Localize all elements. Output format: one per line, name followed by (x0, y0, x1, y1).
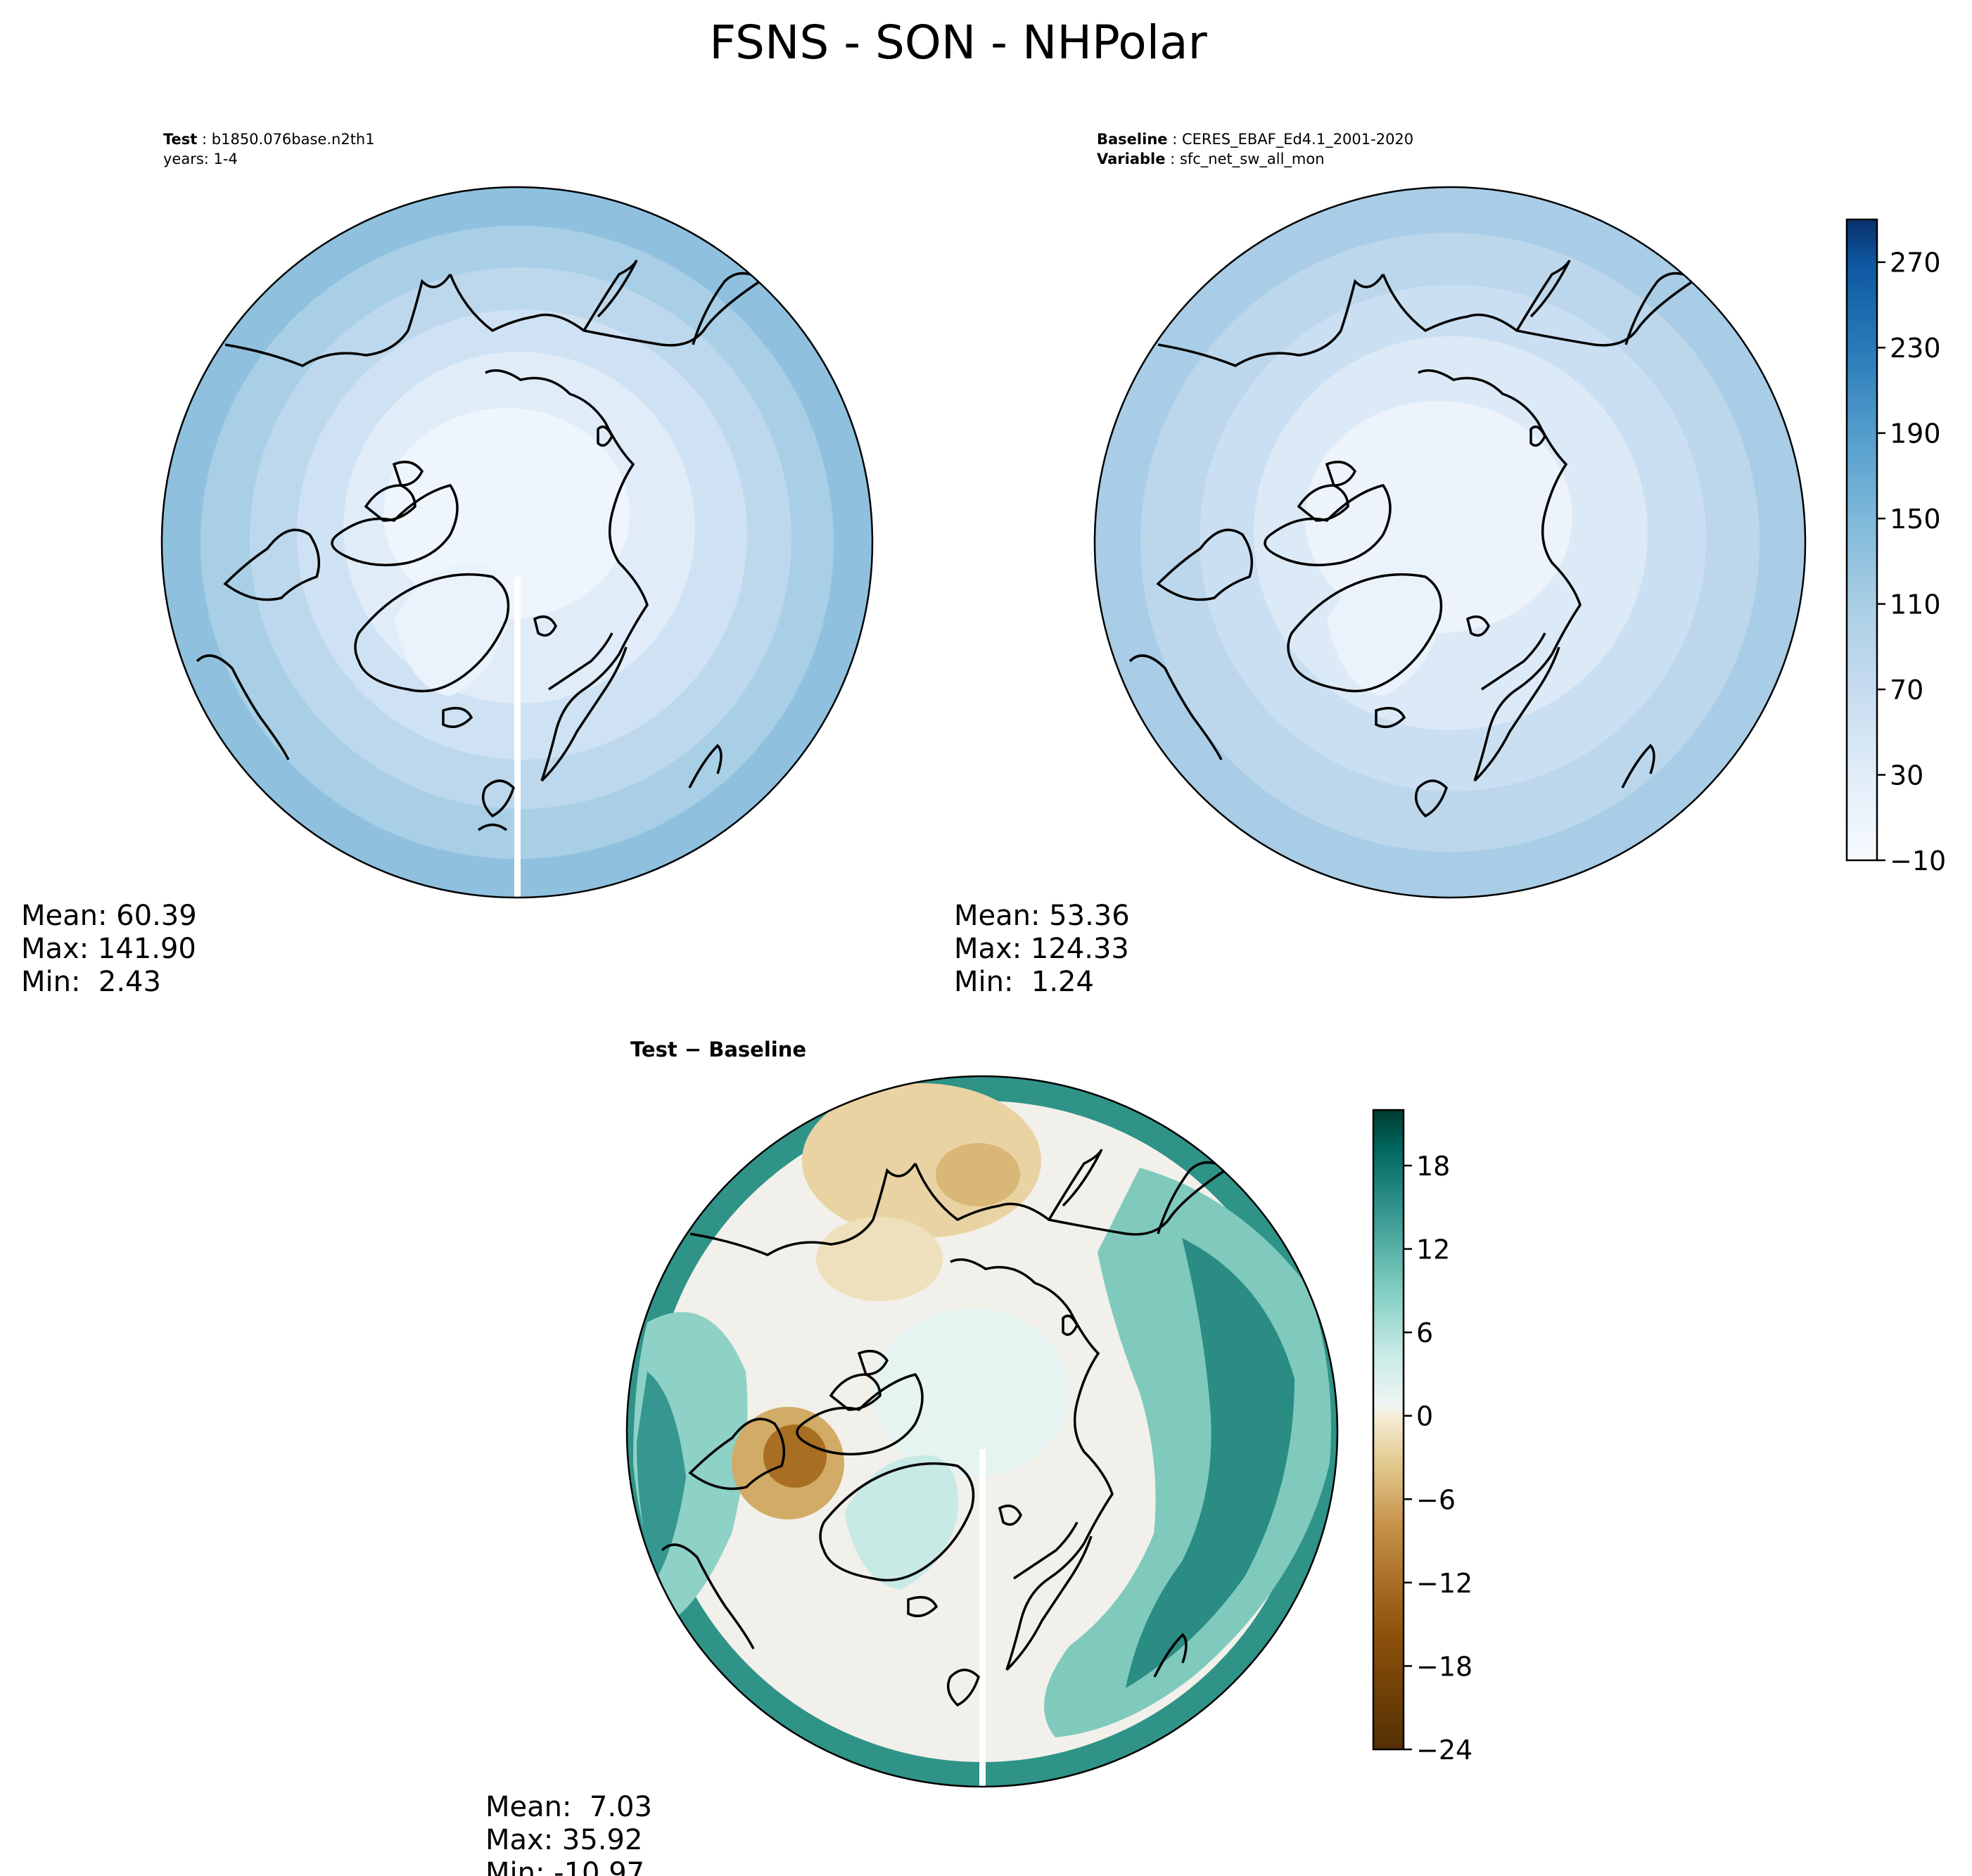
baseline-header-line1: Baseline : CERES_EBAF_Ed4.1_2001-2020 (1097, 131, 1413, 148)
test-stat-min: Min: 2.43 (21, 966, 161, 998)
colorbar-main: 270 230 190 150 110 70 30 −10 (1845, 218, 1946, 876)
colorbar-main-tick-label: 190 (1890, 419, 1941, 449)
figure-title: FSNS - SON - NHPolar (709, 15, 1207, 70)
test-header-line1: Test : b1850.076base.n2th1 (163, 131, 375, 148)
colorbar-diff-tick-label: −18 (1416, 1651, 1472, 1682)
colorbar-diff-tick-label: −24 (1416, 1735, 1472, 1766)
test-stat-mean: Mean: 60.39 (21, 900, 197, 932)
colorbar-main-tick-label: −10 (1890, 846, 1946, 876)
colorbar-main-tick-label: 30 (1890, 760, 1923, 791)
diff-coastlines (661, 1149, 1226, 1707)
diff-stat-mean: Mean: 7.03 (485, 1791, 652, 1823)
colorbar-diff-tick-label: 12 (1416, 1234, 1450, 1265)
baseline-stat-min: Min: 1.24 (954, 966, 1094, 998)
baseline-header-var-label: Variable (1097, 151, 1165, 167)
colorbar-diff-tick-label: 6 (1416, 1317, 1433, 1348)
test-header-years: years: 1-4 (163, 151, 238, 167)
colorbar-diff-tick-label: 18 (1416, 1151, 1450, 1182)
colorbar-diff-tick-label: 0 (1416, 1401, 1433, 1432)
baseline-stat-mean: Mean: 53.36 (954, 900, 1130, 932)
colorbar-main-fill (1845, 218, 1878, 862)
colorbar-main-tick-label: 150 (1890, 504, 1941, 535)
baseline-coastlines (1128, 260, 1693, 818)
diff-map-boundary (625, 1075, 1339, 1788)
colorbar-diff-ticks: 18 12 6 0 −6 −12 −18 −24 (1404, 1151, 1472, 1766)
colorbar-diff: 18 12 6 0 −6 −12 −18 −24 (1372, 1109, 1472, 1766)
test-header-label: Test (163, 131, 197, 148)
colorbar-diff-fill (1372, 1109, 1405, 1751)
diff-header: Test − Baseline (630, 1038, 806, 1061)
colorbar-diff-tick-label: −6 (1416, 1484, 1456, 1515)
test-map (162, 187, 872, 898)
colorbar-main-tick-label: 110 (1890, 589, 1941, 620)
colorbar-main-tick-label: 230 (1890, 333, 1941, 364)
colorbar-main-tick-label: 270 (1890, 248, 1941, 279)
baseline-header-var: sfc_net_sw_all_mon (1180, 151, 1325, 168)
panel-diff: Test − Baseline (485, 1038, 1339, 1876)
panel-baseline: Baseline : CERES_EBAF_Ed4.1_2001-2020 Va… (954, 131, 1807, 998)
colorbar-diff-tick-label: −12 (1416, 1568, 1472, 1599)
baseline-header-line2: Variable : sfc_net_sw_all_mon (1097, 151, 1325, 168)
diff-stat-max: Max: 35.92 (485, 1824, 642, 1856)
colorbar-main-tick-label: 70 (1890, 675, 1923, 706)
diff-stat-min: Min: -10.97 (485, 1857, 644, 1876)
test-map-boundary (160, 186, 874, 899)
baseline-header-label: Baseline (1097, 131, 1168, 148)
panel-test: Test : b1850.076base.n2th1 years: 1-4 (21, 131, 874, 998)
diff-map (627, 1076, 1337, 1787)
test-header-case: b1850.076base.n2th1 (212, 131, 375, 148)
baseline-stat-max: Max: 124.33 (954, 933, 1129, 965)
baseline-map (1095, 187, 1805, 898)
colorbar-main-ticks: 270 230 190 150 110 70 30 −10 (1877, 248, 1946, 876)
test-coastlines (196, 260, 761, 831)
baseline-header-dataset: CERES_EBAF_Ed4.1_2001-2020 (1182, 131, 1413, 148)
baseline-map-boundary (1093, 186, 1807, 899)
test-stat-max: Max: 141.90 (21, 933, 196, 965)
